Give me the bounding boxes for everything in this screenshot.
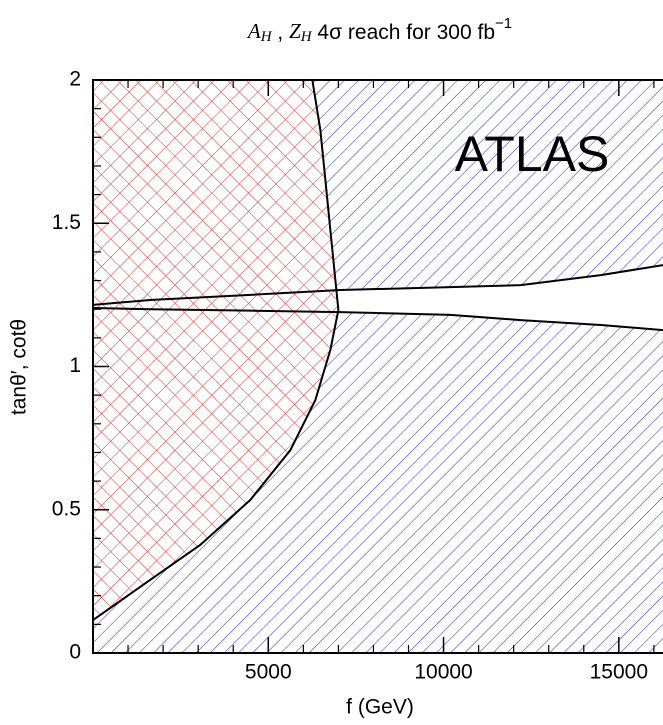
- title-part: −1: [495, 15, 512, 32]
- x-tick-label: 5000: [245, 661, 292, 684]
- frame: [92, 79, 663, 654]
- y-tick-label: 1.5: [52, 211, 81, 234]
- annotation: ATLAS: [455, 126, 610, 182]
- title-part: ,: [272, 21, 290, 44]
- chart-title: AH , ZH 4σ reach for 300 fb−1: [246, 15, 512, 45]
- boundary-line: [92, 79, 340, 621]
- x-tick-label: 15000: [590, 661, 648, 684]
- y-tick-label: 0: [69, 641, 81, 664]
- title-part: A: [246, 19, 261, 43]
- title-part: Z: [289, 19, 301, 43]
- y-tick-label: 0.5: [52, 497, 81, 520]
- y-tick-label: 2: [69, 68, 81, 91]
- red-region: [93, 80, 339, 621]
- title-part: 4σ reach for 300 fb: [312, 21, 495, 44]
- y-axis-label: tanθ′, cotθ: [8, 319, 31, 415]
- title-part: H: [260, 29, 273, 45]
- x-tick-label: 10000: [414, 661, 472, 684]
- fills: [93, 80, 663, 653]
- title-part: H: [300, 29, 313, 45]
- boundary-line: [92, 307, 663, 332]
- y-tick-label: 1: [69, 354, 81, 377]
- x-axis-label: f (GeV): [346, 696, 414, 719]
- boundary-line: [92, 264, 663, 306]
